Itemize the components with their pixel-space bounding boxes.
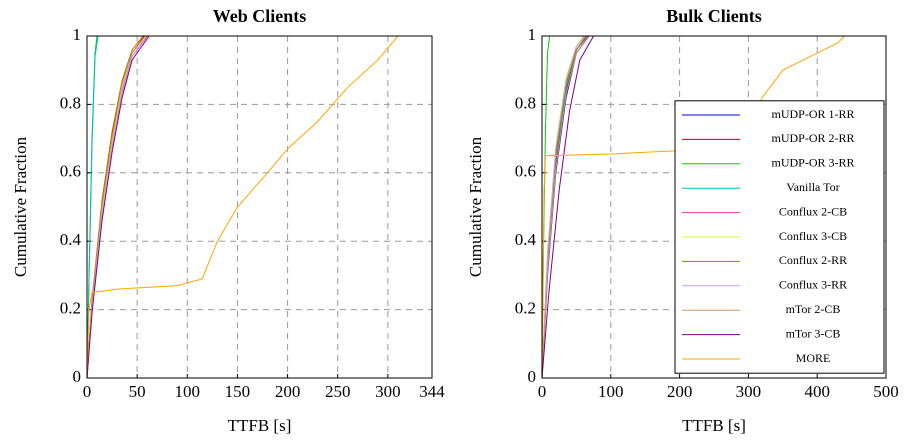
- series-line: [86, 35, 146, 379]
- x-tick-label: 50: [129, 382, 146, 401]
- legend-label: mUDP-OR 3-RR: [771, 156, 854, 170]
- x-tick-label: 0: [538, 382, 547, 401]
- chart-title: Bulk Clients: [666, 6, 762, 26]
- x-axis-label: TTFB [s]: [682, 416, 746, 435]
- y-tick-label: 0: [73, 367, 82, 386]
- series-line: [86, 35, 150, 379]
- series-line: [541, 35, 586, 379]
- legend-label: mTor 3-CB: [786, 326, 841, 340]
- series-line: [86, 35, 144, 379]
- y-axis-label: Cumulative Fraction: [466, 136, 485, 277]
- x-tick-label: 200: [667, 382, 693, 401]
- y-tick-label: 0.2: [60, 299, 81, 318]
- y-tick-label: 0.2: [515, 299, 536, 318]
- series-line: [86, 35, 149, 379]
- x-tick-label: 100: [598, 382, 624, 401]
- x-tick-label: 250: [325, 382, 351, 401]
- x-axis-label: TTFB [s]: [228, 416, 292, 435]
- y-tick-label: 0.6: [515, 162, 536, 181]
- y-tick-label: 0.4: [60, 230, 82, 249]
- legend-label: Vanilla Tor: [786, 180, 839, 194]
- legend-label: mUDP-OR 2-RR: [771, 131, 854, 145]
- x-tick-label: 0: [83, 382, 92, 401]
- chart-title: Web Clients: [213, 6, 307, 26]
- legend-label: Conflux 2-RR: [779, 253, 847, 267]
- series-line: [541, 35, 595, 379]
- legend-label: mTor 2-CB: [786, 302, 841, 316]
- y-tick-label: 0.4: [515, 230, 537, 249]
- y-tick-label: 1: [73, 25, 82, 44]
- y-axis-label: Cumulative Fraction: [11, 136, 30, 277]
- y-tick-label: 0.8: [515, 93, 536, 112]
- series-line: [541, 35, 584, 379]
- plot-frame: [541, 35, 887, 379]
- x-tick-label: 500: [873, 382, 899, 401]
- legend-label: MORE: [796, 351, 831, 365]
- series-line: [541, 35, 587, 379]
- series-line: [86, 35, 99, 379]
- x-tick-label: 400: [804, 382, 830, 401]
- legend-label: Conflux 2-CB: [779, 204, 847, 218]
- legend: mUDP-OR 1-RR mUDP-OR 2-RR mUDP-OR 3-RR Vani…: [674, 100, 885, 374]
- x-tick-label: 344: [419, 382, 445, 401]
- series-line: [86, 35, 145, 379]
- x-tick-label: 300: [736, 382, 762, 401]
- series-line: [86, 35, 148, 379]
- y-tick-label: 0.6: [60, 162, 81, 181]
- y-tick-label: 0.8: [60, 93, 81, 112]
- series-line: [86, 35, 399, 379]
- series-line: [541, 35, 586, 379]
- y-tick-label: 1: [528, 25, 537, 44]
- x-tick-label: 150: [225, 382, 251, 401]
- plot-frame: [86, 35, 433, 379]
- legend-label: mUDP-OR 1-RR: [771, 107, 854, 121]
- x-tick-label: 200: [275, 382, 301, 401]
- legend-label: Conflux 3-RR: [779, 278, 847, 292]
- series-line: [86, 35, 146, 379]
- x-tick-label: 100: [175, 382, 201, 401]
- series-line: [541, 35, 589, 379]
- x-tick-label: 300: [375, 382, 401, 401]
- legend-label: Conflux 3-CB: [779, 229, 847, 243]
- y-tick-label: 0: [528, 367, 537, 386]
